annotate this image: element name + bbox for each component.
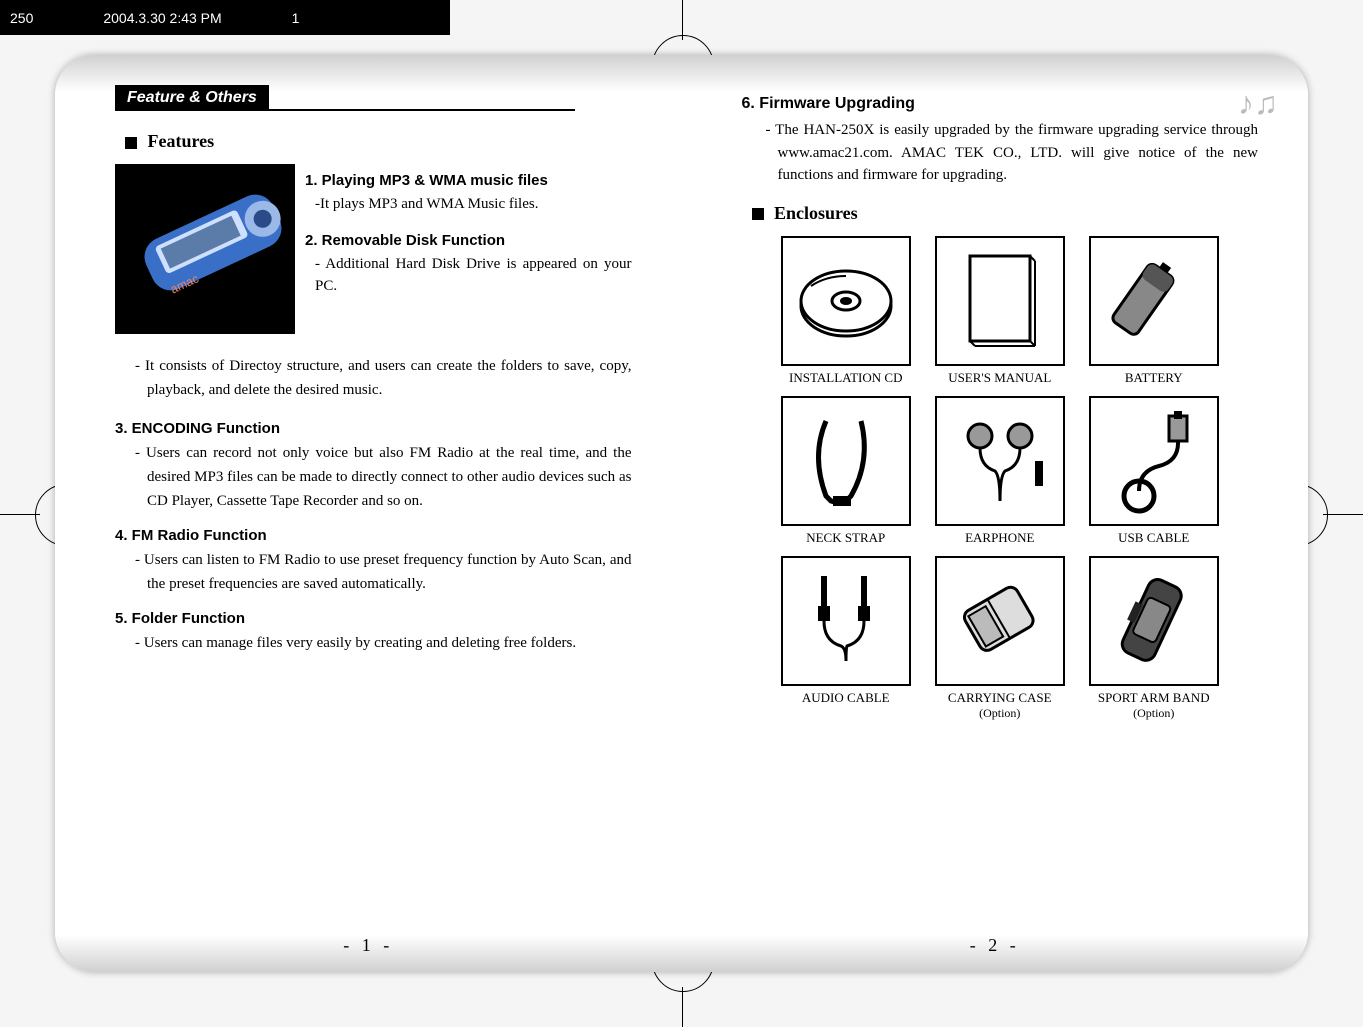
crop-mark-bottom <box>642 977 722 1027</box>
feature-3-desc: - Users can record not only voice but al… <box>125 441 632 513</box>
enclosures-grid: INSTALLATION CD USER'S MANUAL <box>742 236 1259 721</box>
encl-sublabel: (Option) <box>1084 706 1224 721</box>
feature-2-desc2: - It consists of Directoy structure, and… <box>125 354 632 402</box>
features-heading: Features <box>125 131 632 152</box>
feature-top-row: amac 1. Playing MP3 & WMA music files -I… <box>115 164 632 334</box>
crop-mark-left <box>0 474 50 554</box>
feature-2-desc: - Additional Hard Disk Drive is appeared… <box>315 253 632 298</box>
encl-label: USB CABLE <box>1084 530 1224 546</box>
feature-4-title: 4. FM Radio Function <box>115 527 632 544</box>
encl-sport-arm-band: SPORT ARM BAND (Option) <box>1084 556 1224 721</box>
encl-usb-cable: USB CABLE <box>1084 396 1224 546</box>
section-tab: Feature & Others <box>115 85 269 111</box>
encl-label: EARPHONE <box>930 530 1070 546</box>
page-number-left: - 1 - <box>343 935 393 956</box>
encl-label: NECK STRAP <box>776 530 916 546</box>
product-photo: amac <box>115 164 295 334</box>
doc-id: 250 <box>10 10 33 26</box>
feature-6-desc: - The HAN-250X is easily upgraded by the… <box>756 119 1259 187</box>
crop-mark-top <box>642 0 722 50</box>
feature-6-title: 6. Firmware Upgrading <box>742 95 1259 113</box>
feature-1-desc: -It plays MP3 and WMA Music files. <box>315 193 632 216</box>
feature-5-title: 5. Folder Function <box>115 610 632 627</box>
file-header: 250 2004.3.30 2:43 PM 1 <box>0 0 450 35</box>
crop-mark-right <box>1313 474 1363 554</box>
spread-container: Feature & Others Features amac <box>55 55 1308 972</box>
encl-label: USER'S MANUAL <box>930 370 1070 386</box>
bullet-icon <box>125 137 137 149</box>
feature-2-title: 2. Removable Disk Function <box>305 232 632 249</box>
encl-box <box>935 236 1065 366</box>
encl-box <box>935 556 1065 686</box>
page-right: ♪♫ 6. Firmware Upgrading - The HAN-250X … <box>682 55 1309 972</box>
encl-box <box>935 396 1065 526</box>
encl-battery: BATTERY <box>1084 236 1224 386</box>
encl-label: BATTERY <box>1084 370 1224 386</box>
encl-box <box>781 396 911 526</box>
encl-carrying-case: CARRYING CASE (Option) <box>930 556 1070 721</box>
feature-3: 3. ENCODING Function - Users can record … <box>115 420 632 513</box>
page-number-right: - 2 - <box>970 935 1020 956</box>
page-left: Feature & Others Features amac <box>55 55 682 972</box>
doc-timestamp: 2004.3.30 2:43 PM <box>103 10 221 26</box>
feature-4-desc: - Users can listen to FM Radio to use pr… <box>125 548 632 596</box>
encl-box <box>1089 556 1219 686</box>
feature-1-title: 1. Playing MP3 & WMA music files <box>305 172 632 189</box>
feature-3-title: 3. ENCODING Function <box>115 420 632 437</box>
features-heading-text: Features <box>148 131 215 151</box>
music-notes-icon: ♪♫ <box>1238 85 1278 122</box>
encl-box <box>781 236 911 366</box>
feature-5-desc: - Users can manage files very easily by … <box>125 631 632 655</box>
encl-box <box>781 556 911 686</box>
encl-users-manual: USER'S MANUAL <box>930 236 1070 386</box>
encl-label: SPORT ARM BAND <box>1084 690 1224 706</box>
encl-installation-cd: INSTALLATION CD <box>776 236 916 386</box>
encl-box <box>1089 236 1219 366</box>
enclosures-heading: Enclosures <box>752 203 1259 224</box>
encl-label: CARRYING CASE <box>930 690 1070 706</box>
feature-5: 5. Folder Function - Users can manage fi… <box>115 610 632 655</box>
encl-label: AUDIO CABLE <box>776 690 916 706</box>
encl-earphone: EARPHONE <box>930 396 1070 546</box>
encl-label: INSTALLATION CD <box>776 370 916 386</box>
encl-neck-strap: NECK STRAP <box>776 396 916 546</box>
feature-intro: 1. Playing MP3 & WMA music files -It pla… <box>305 164 632 334</box>
enclosures-heading-text: Enclosures <box>774 203 858 223</box>
encl-box <box>1089 396 1219 526</box>
encl-sublabel: (Option) <box>930 706 1070 721</box>
encl-audio-cable: AUDIO CABLE <box>776 556 916 721</box>
bullet-icon <box>752 208 764 220</box>
doc-page: 1 <box>292 10 300 26</box>
feature-4: 4. FM Radio Function - Users can listen … <box>115 527 632 596</box>
